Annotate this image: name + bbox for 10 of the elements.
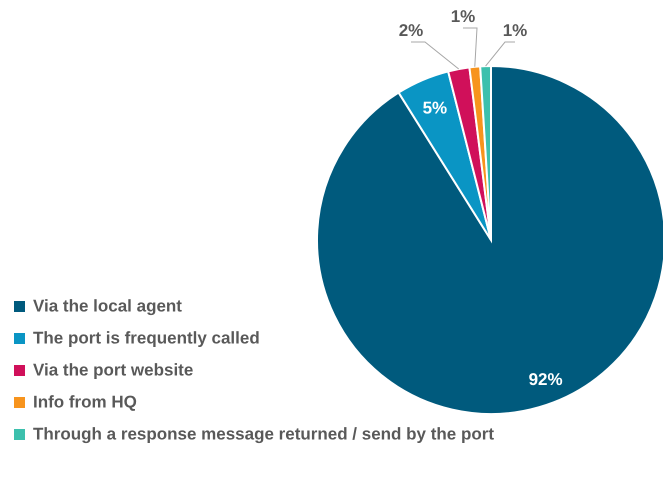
legend-label: The port is frequently called	[33, 328, 260, 348]
data-label: 1%	[450, 7, 476, 26]
legend-label: Info from HQ	[33, 392, 137, 412]
data-label: 92%	[528, 370, 563, 389]
data-label: 5%	[422, 98, 448, 118]
legend-label: Via the local agent	[33, 296, 182, 316]
data-label: 2%	[398, 21, 424, 40]
data-label: 1%	[502, 21, 528, 40]
legend-label: Via the port website	[33, 360, 194, 380]
legend-label: Through a response message returned / send by the port	[33, 424, 494, 444]
